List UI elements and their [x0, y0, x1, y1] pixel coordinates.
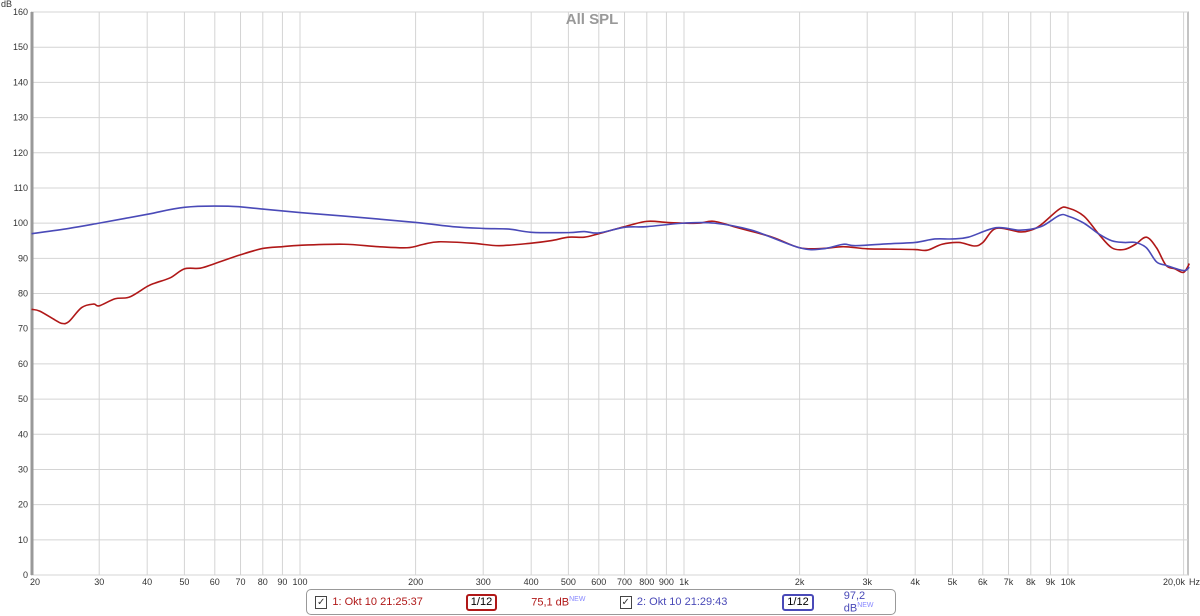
chart-title: All SPL — [566, 11, 619, 28]
x-tick-label: 2k — [795, 577, 805, 587]
y-tick-label: 90 — [18, 253, 28, 263]
smoothing-den: 12 — [796, 595, 809, 608]
smoothing-den: 12 — [479, 595, 493, 608]
y-tick-label: 80 — [18, 289, 28, 299]
series-2-label: 2: Okt 10 21:29:43 — [636, 596, 728, 608]
y-tick-label: 140 — [13, 77, 28, 87]
y-tick-label: 20 — [18, 500, 28, 510]
level-value: 97,2 dB — [843, 589, 866, 615]
x-axis-label: Hz — [1189, 577, 1200, 587]
series-1-checkbox[interactable]: ✓ — [315, 595, 328, 609]
y-tick-label: 150 — [13, 42, 28, 52]
series-1-smoothing[interactable]: 1/12 — [465, 593, 498, 611]
series-1-level: 75,1 dBNEW — [531, 596, 611, 609]
x-tick-label: 8k — [1026, 577, 1036, 587]
x-tick-label: 70 — [236, 577, 246, 587]
x-tick-label: 20,0k — [1163, 577, 1186, 587]
x-tick-label: 30 — [94, 577, 104, 587]
x-tick-label: 100 — [292, 577, 307, 587]
y-axis-label: dB — [1, 0, 12, 9]
smoothing-num: 1 — [470, 595, 477, 608]
new-badge: NEW — [569, 595, 586, 603]
x-tick-label: 3k — [862, 577, 872, 587]
level-value: 75,1 dB — [531, 596, 570, 609]
series-1-label: 1: Okt 10 21:25:37 — [332, 596, 423, 608]
x-tick-label: 80 — [258, 577, 268, 587]
x-tick-label: 700 — [617, 577, 632, 587]
x-tick-label: 7k — [1004, 577, 1014, 587]
series-line-1 — [31, 206, 1191, 325]
x-tick-label: 9k — [1046, 577, 1056, 587]
x-tick-label: 6k — [978, 577, 988, 587]
x-tick-label: 400 — [524, 577, 539, 587]
y-tick-label: 130 — [13, 113, 28, 123]
x-tick-label: 1k — [679, 577, 689, 587]
y-tick-label: 160 — [13, 7, 28, 17]
new-badge: NEW — [857, 601, 874, 609]
x-tick-label: 500 — [561, 577, 576, 587]
x-tick-label: 20 — [30, 577, 40, 587]
y-tick-label: 70 — [18, 324, 28, 334]
x-tick-label: 40 — [142, 577, 152, 587]
y-tick-label: 0 — [23, 570, 28, 580]
x-tick-label: 200 — [408, 577, 423, 587]
y-tick-label: 10 — [18, 535, 28, 545]
y-tick-label: 50 — [18, 394, 28, 404]
x-tick-label: 800 — [639, 577, 654, 587]
y-tick-label: 120 — [13, 148, 28, 158]
x-tick-label: 5k — [948, 577, 958, 587]
smoothing-num: 1 — [787, 595, 794, 608]
y-tick-label: 60 — [18, 359, 28, 369]
x-tick-label: 50 — [179, 577, 189, 587]
x-tick-label: 600 — [591, 577, 606, 587]
series-line-2 — [31, 205, 1190, 272]
legend: ✓ 1: Okt 10 21:25:37 1/12 75,1 dBNEW ✓ 2… — [306, 589, 896, 615]
x-tick-label: 60 — [210, 577, 220, 587]
x-tick-label: 4k — [910, 577, 920, 587]
y-tick-label: 110 — [14, 183, 28, 193]
series-2-checkbox[interactable]: ✓ — [619, 595, 632, 609]
series-2-level: 97,2 dBNEW — [844, 590, 895, 615]
x-tick-label: 10k — [1061, 577, 1076, 587]
series-2-smoothing[interactable]: 1/12 — [782, 593, 814, 611]
x-tick-label: 900 — [659, 577, 674, 587]
y-tick-label: 40 — [18, 429, 28, 439]
y-tick-label: 100 — [13, 218, 28, 228]
x-tick-label: 300 — [476, 577, 491, 587]
x-tick-label: 90 — [277, 577, 287, 587]
y-tick-label: 30 — [18, 464, 28, 474]
